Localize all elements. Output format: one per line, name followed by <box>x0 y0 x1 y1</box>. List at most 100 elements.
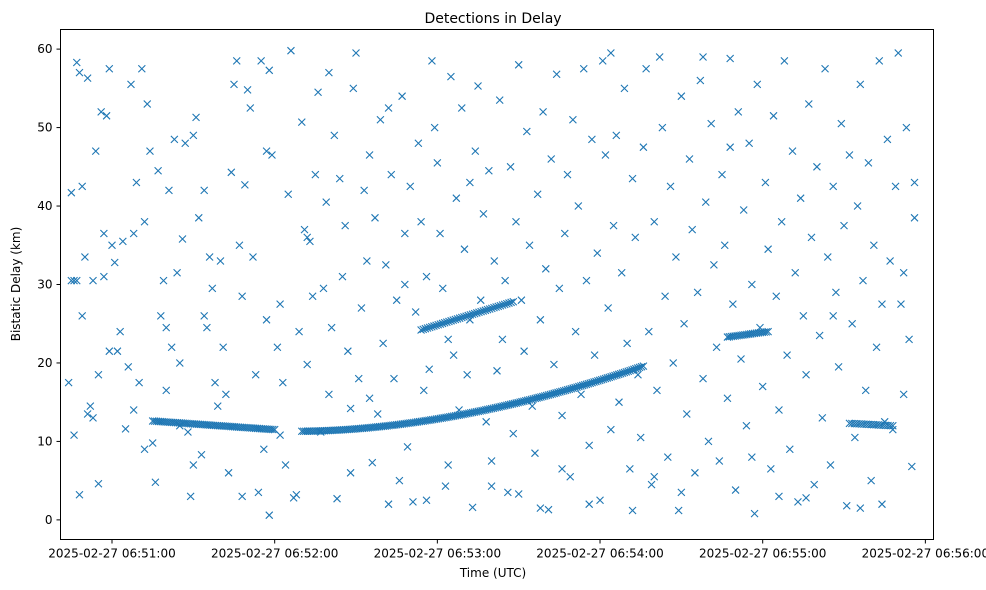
detection-point-27 <box>143 100 152 108</box>
detection-point-233 <box>704 437 713 446</box>
detection-point-23 <box>132 178 141 187</box>
detection-point-28 <box>146 147 154 156</box>
detection-point-236 <box>712 343 721 352</box>
detection-point-54 <box>216 257 225 265</box>
detection-point-294 <box>869 241 878 250</box>
detection-point-232 <box>701 198 710 207</box>
detection-point-314 <box>78 311 87 320</box>
detection-point-44 <box>189 131 198 140</box>
detection-point-187 <box>579 64 588 73</box>
detection-point-223 <box>677 92 686 101</box>
detection-point-164 <box>517 296 526 305</box>
track-b-point-4 <box>305 427 314 436</box>
detection-point-79 <box>287 46 295 55</box>
detection-point-128 <box>419 386 428 395</box>
detection-point-78 <box>284 190 293 199</box>
chart-title: Detections in Delay <box>424 11 561 27</box>
track-c-point-40 <box>502 299 511 308</box>
detection-point-120 <box>398 92 406 101</box>
detection-point-220 <box>669 359 678 367</box>
detection-point-191 <box>590 351 599 360</box>
detection-point-272 <box>810 480 819 489</box>
detection-point-7 <box>86 402 95 411</box>
detection-point-132 <box>430 123 439 132</box>
y-tick-label-5: 50 <box>37 121 52 135</box>
detection-point-116 <box>387 170 396 179</box>
detection-point-126 <box>414 139 423 148</box>
track-b-point-2 <box>301 427 310 436</box>
detection-point-186 <box>577 390 585 399</box>
detection-point-242 <box>728 300 737 309</box>
detection-point-46 <box>194 213 203 222</box>
detection-point-334 <box>384 500 393 509</box>
detection-point-111 <box>373 410 382 418</box>
detection-point-99 <box>341 221 350 230</box>
detection-point-102 <box>349 84 358 93</box>
detection-point-271 <box>807 233 816 242</box>
detection-point-105 <box>357 304 366 312</box>
detection-point-219 <box>666 182 675 191</box>
detection-point-276 <box>821 64 829 73</box>
detection-point-17 <box>113 347 122 356</box>
track-c-point-23 <box>466 311 475 319</box>
detection-point-174 <box>544 505 553 514</box>
detection-point-342 <box>558 464 566 473</box>
detection-point-67 <box>251 370 260 379</box>
detection-point-162 <box>512 217 520 226</box>
track-c-point-19 <box>457 313 466 322</box>
detection-point-304 <box>897 300 905 309</box>
detection-point-0 <box>67 188 76 197</box>
detection-point-305 <box>899 390 908 399</box>
detection-point-320 <box>121 424 130 433</box>
detection-point-312 <box>70 431 78 440</box>
detection-point-337 <box>444 461 453 469</box>
track-c-point-41 <box>505 299 513 307</box>
detection-point-193 <box>596 496 604 505</box>
detection-point-58 <box>227 168 236 177</box>
detection-point-127 <box>417 217 425 226</box>
detection-point-325 <box>189 461 198 469</box>
detection-point-20 <box>124 362 133 371</box>
detection-point-303 <box>894 49 903 57</box>
track-c-point-30 <box>481 306 490 315</box>
detection-point-318 <box>99 229 108 238</box>
detection-point-76 <box>278 378 287 387</box>
track-b-point-0 <box>297 427 306 436</box>
track-c-point-6 <box>430 322 438 330</box>
x-tick-label-2: 2025-02-27 06:53:00 <box>374 547 501 561</box>
detection-point-163 <box>514 60 523 69</box>
detection-point-47 <box>197 450 206 459</box>
detection-point-170 <box>533 190 542 199</box>
detection-point-248 <box>745 139 754 148</box>
detection-point-346 <box>650 472 659 481</box>
detection-point-39 <box>175 359 184 367</box>
track-c-point-39 <box>500 300 509 309</box>
detection-point-359 <box>265 66 274 75</box>
detection-point-138 <box>447 72 455 81</box>
detection-point-302 <box>891 182 900 191</box>
detection-point-37 <box>170 135 179 144</box>
y-tick-label-6: 60 <box>37 42 52 56</box>
detection-point-71 <box>262 315 271 324</box>
detection-point-213 <box>650 217 659 226</box>
x-axis-label: Time (UTC) <box>459 566 526 580</box>
detection-point-217 <box>661 292 669 301</box>
detection-point-333 <box>365 394 374 403</box>
detection-point-13 <box>102 111 111 120</box>
detection-point-38 <box>173 268 181 277</box>
detection-point-222 <box>674 506 683 515</box>
detection-point-323 <box>162 386 171 395</box>
y-axis: 0 10 20 30 40 50 60 <box>37 42 61 527</box>
detection-point-151 <box>482 417 491 426</box>
detection-point-52 <box>211 378 219 387</box>
detection-point-33 <box>159 276 168 285</box>
detection-point-119 <box>395 476 404 485</box>
detection-point-70 <box>259 445 268 454</box>
detection-point-59 <box>230 80 238 89</box>
detection-point-331 <box>325 68 333 77</box>
detection-point-112 <box>376 115 385 124</box>
detection-point-357 <box>910 178 919 187</box>
detection-point-31 <box>154 166 162 175</box>
track-c-point-5 <box>427 322 436 331</box>
track-c-point-33 <box>487 304 496 313</box>
